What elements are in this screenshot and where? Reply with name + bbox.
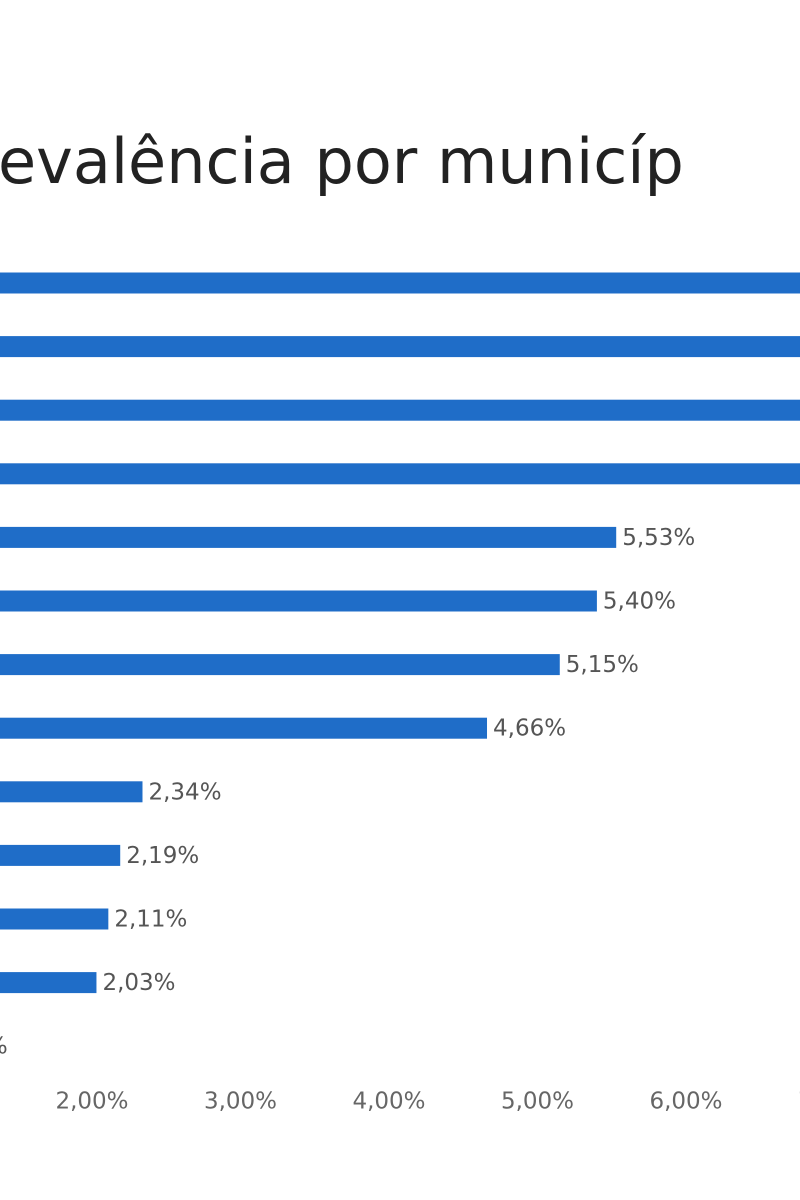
value-label: 0,90%: [0, 1034, 8, 1060]
value-label: 5,40%: [603, 589, 676, 615]
bar: [0, 336, 800, 358]
value-label: 2,03%: [102, 970, 175, 996]
bar: [0, 654, 560, 676]
value-label: 2,11%: [114, 907, 187, 933]
value-label: 2,19%: [126, 843, 199, 869]
x-tick-label: 6,00%: [649, 1089, 722, 1115]
chart-title: evalência por municíp: [0, 125, 684, 198]
bar: [0, 399, 800, 421]
value-label: 5,15%: [566, 652, 639, 678]
bar: [0, 781, 143, 803]
bar: [0, 272, 800, 294]
x-tick-label: 7,00%: [798, 1089, 800, 1115]
value-label: 4,66%: [493, 716, 566, 742]
bar: [0, 972, 97, 994]
x-tick-label: 5,00%: [501, 1089, 574, 1115]
bar: [0, 908, 109, 930]
bar: [0, 717, 488, 739]
bar: [0, 463, 800, 485]
x-tick-label: 2,00%: [55, 1089, 128, 1115]
value-label: 2,34%: [148, 779, 221, 805]
bar: [0, 844, 121, 866]
x-tick-label: 4,00%: [352, 1089, 425, 1115]
bar: [0, 590, 597, 612]
x-tick-label: 3,00%: [204, 1089, 277, 1115]
value-label: 5,53%: [622, 525, 695, 551]
bar: [0, 526, 617, 548]
